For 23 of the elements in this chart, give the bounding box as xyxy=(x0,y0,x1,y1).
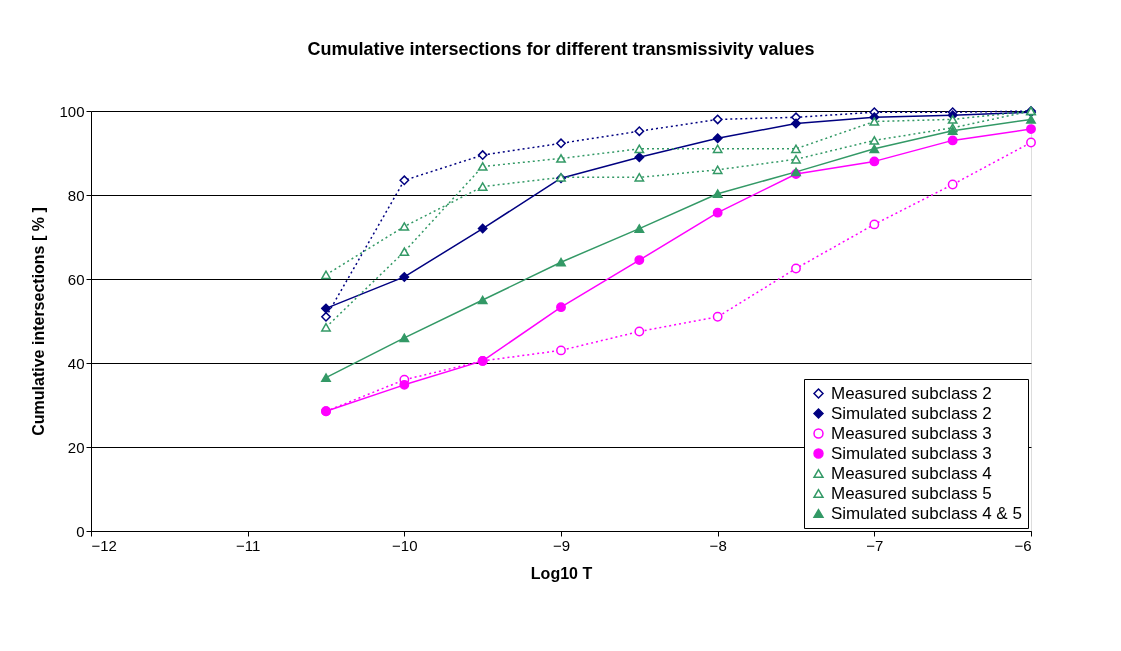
x-tick-label: −7 xyxy=(866,536,884,554)
legend-label: Measured subclass 5 xyxy=(831,483,992,503)
y-tick-label: 40 xyxy=(67,354,85,372)
x-tick-label: −11 xyxy=(235,536,261,554)
y-tick-label: 20 xyxy=(67,438,85,456)
x-tick-label: −6 xyxy=(1014,536,1032,554)
x-tick-label: −8 xyxy=(709,536,727,554)
chart-title: Cumulative intersections for different transmissivity values xyxy=(307,38,815,59)
y-tick-label: 0 xyxy=(76,522,85,540)
x-tick-label: −10 xyxy=(392,536,418,554)
legend-label: Simulated subclass 2 xyxy=(831,403,992,423)
legend-label: Measured subclass 3 xyxy=(831,423,992,443)
y-tick-label: 60 xyxy=(67,270,85,288)
y-axis-title: Cumulative intersections [ % ] xyxy=(30,207,48,436)
legend-label: Measured subclass 4 xyxy=(831,463,992,483)
legend-label: Measured subclass 2 xyxy=(831,383,992,403)
legend-label: Simulated subclass 4 & 5 xyxy=(831,503,1022,523)
y-tick-label: 100 xyxy=(59,102,85,120)
x-axis-title: Log10 T xyxy=(530,564,593,582)
x-tick-label: −12 xyxy=(91,536,117,554)
y-tick-label: 80 xyxy=(67,186,85,204)
legend-label: Simulated subclass 3 xyxy=(831,443,992,463)
x-tick-label: −9 xyxy=(552,536,571,554)
